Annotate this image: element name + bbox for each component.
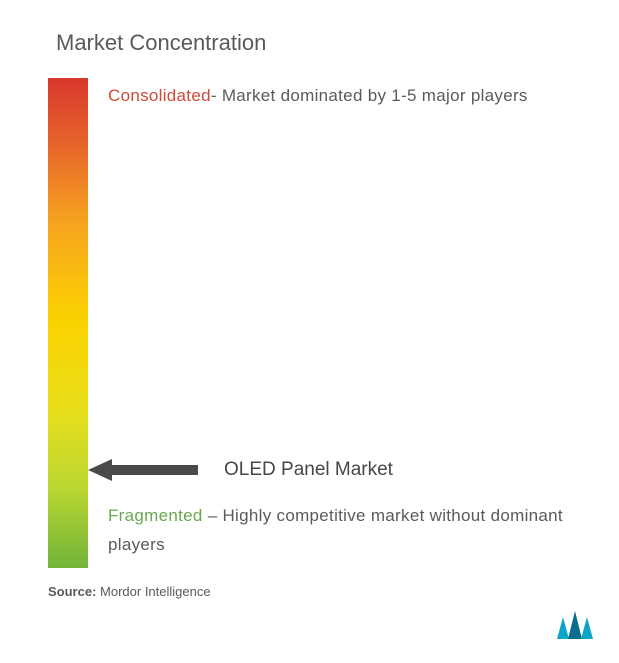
source-label: Source: [48,584,96,599]
source-attribution: Source: Mordor Intelligence [48,584,583,599]
page-title: Market Concentration [56,30,583,56]
consolidated-description: Consolidated- Market dominated by 1-5 ma… [108,82,583,111]
brand-logo-icon [555,611,595,641]
source-value: Mordor Intelligence [100,584,211,599]
arrow-left-icon [88,458,198,482]
fragmented-term: Fragmented [108,506,203,525]
market-marker-label: OLED Panel Market [224,459,393,481]
consolidated-term: Consolidated [108,86,211,105]
concentration-gradient-bar [48,78,88,568]
labels-area: Consolidated- Market dominated by 1-5 ma… [108,78,583,568]
content: Consolidated- Market dominated by 1-5 ma… [36,78,583,568]
fragmented-description: Fragmented – Highly competitive market w… [108,502,583,560]
market-marker: OLED Panel Market [88,458,393,482]
consolidated-text: - Market dominated by 1-5 major players [211,86,528,105]
